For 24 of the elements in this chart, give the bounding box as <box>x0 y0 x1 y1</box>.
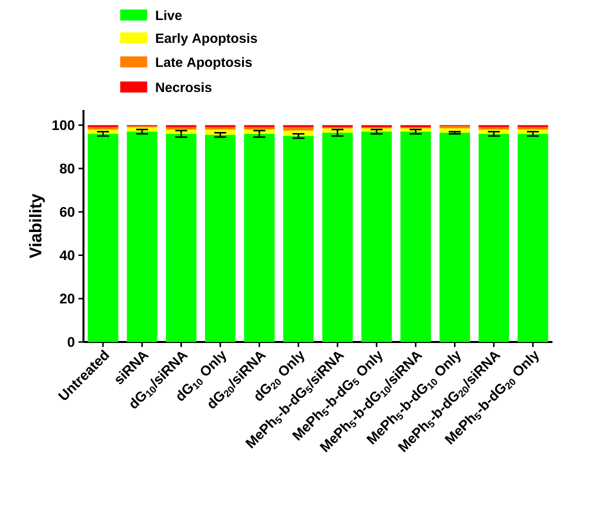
y-tick-label: 0 <box>68 337 74 347</box>
bar <box>478 134 510 342</box>
legend-label: Late Apoptosis <box>156 57 252 70</box>
legend-label: Live <box>156 10 182 20</box>
bar <box>518 134 548 342</box>
legend-label: Early Apoptosis <box>156 33 258 46</box>
bar <box>440 132 470 342</box>
bar <box>88 134 118 342</box>
y-tick-label: 80 <box>60 164 74 174</box>
y-tick-label: 20 <box>60 294 74 304</box>
bar <box>322 132 353 342</box>
bar <box>126 132 158 342</box>
y-tick-label: 100 <box>52 120 74 130</box>
bar <box>244 134 275 342</box>
bar <box>283 127 314 131</box>
bar <box>166 134 196 342</box>
y-tick-label: 60 <box>60 206 74 217</box>
y-axis-title: Viability <box>29 194 45 258</box>
bar <box>205 134 236 342</box>
bar <box>283 136 314 342</box>
bar <box>400 132 431 342</box>
bar <box>361 132 392 342</box>
legend-label: Necrosis <box>156 82 212 92</box>
y-tick-label: 40 <box>60 250 74 260</box>
